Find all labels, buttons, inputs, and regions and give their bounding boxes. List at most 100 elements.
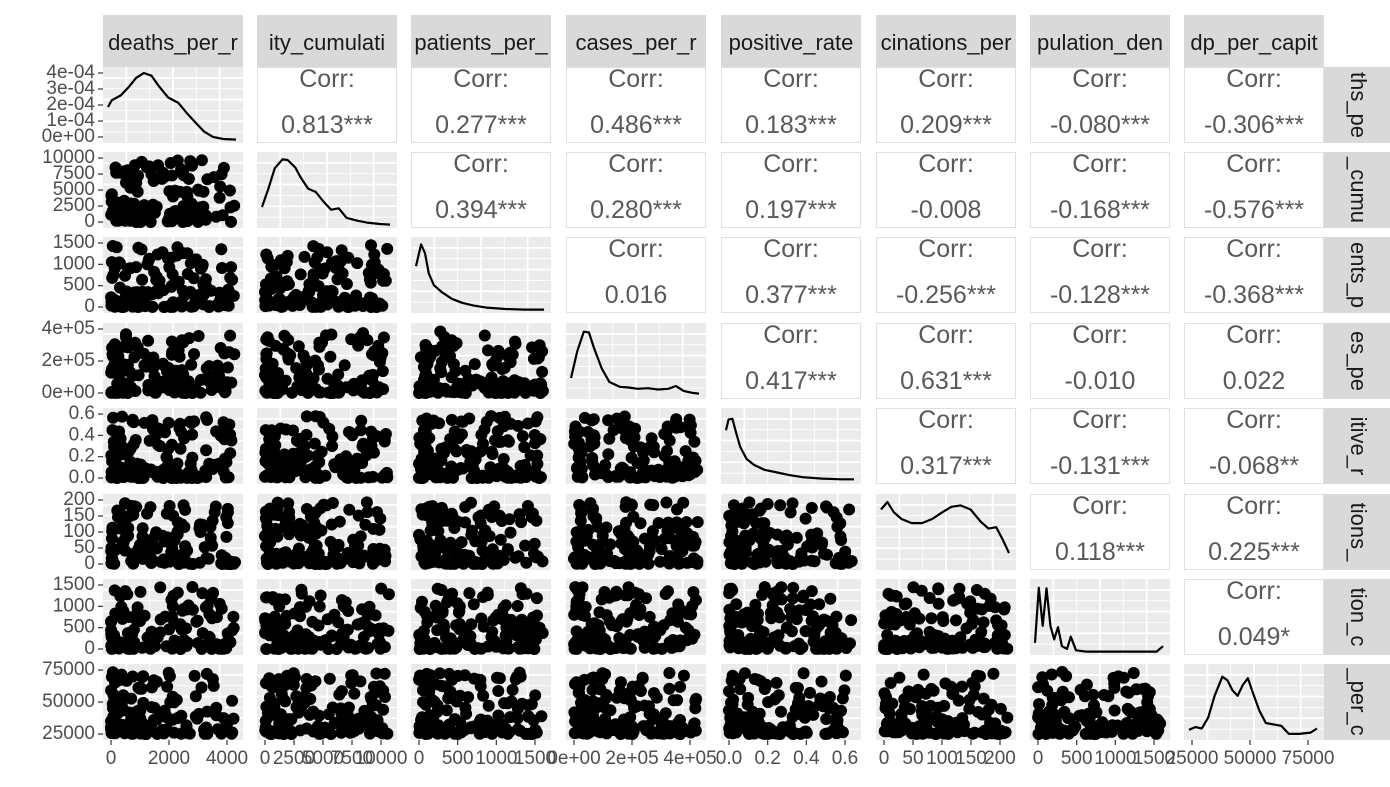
data-point [163,458,176,471]
data-point [689,702,702,715]
data-point [474,673,487,686]
data-point [799,512,812,525]
data-point [1152,724,1165,736]
data-point [1056,666,1069,678]
data-point [956,680,968,693]
data-point [163,500,176,512]
y-axis-4: 4e+05 2e+05 0e+00 [42,318,103,403]
data-point [421,714,434,727]
data-point [171,516,184,529]
x-axis-4: 0e+00 2e+05 4e+05 [547,740,717,769]
data-point [225,261,238,274]
data-point [148,386,161,399]
data-point [308,516,321,529]
y-tick-label: 4e-04 [46,62,95,83]
panel-r1-c8: Corr: -0.306*** [1184,65,1324,143]
data-point [478,329,491,342]
data-point [476,471,489,484]
data-point [991,727,1004,740]
data-point [110,241,123,254]
data-point [362,267,375,279]
data-point [263,556,276,569]
data-point [450,445,463,458]
row-strip-7: tion_c [1324,579,1390,655]
data-point [177,165,190,178]
data-point [124,499,137,512]
correlation-value: 0.317*** [900,452,992,480]
data-point [515,516,528,529]
data-point [147,361,160,374]
data-point [453,386,466,398]
data-point [105,532,118,545]
correlation-value: 0.377*** [745,281,837,309]
data-point [772,689,785,702]
data-point [813,598,826,611]
data-point [726,698,739,711]
data-point [521,500,534,512]
data-point [531,411,544,424]
data-point [128,197,140,210]
data-point [799,725,811,738]
data-point [458,552,471,565]
data-point [214,180,227,193]
data-point [182,213,195,226]
data-point [673,640,686,653]
data-point [183,332,196,345]
scatter-points [1032,666,1167,740]
data-point [1107,671,1120,684]
data-point [587,671,600,684]
data-point [331,273,344,286]
data-point [723,685,735,698]
data-point [261,331,274,344]
data-point [579,601,592,613]
panel-r5-c1 [103,408,243,484]
data-point [751,713,763,726]
data-point [578,705,591,718]
data-point [148,640,161,653]
data-point [522,727,535,740]
panel-r2-c5: Corr: 0.197*** [721,150,861,228]
data-point [180,721,193,734]
data-point [428,552,441,565]
data-point [360,496,373,509]
data-point [436,605,449,618]
data-point [496,549,509,562]
data-point [687,552,700,565]
data-point [217,161,230,174]
y-tick-label: 2e+05 [42,350,95,371]
column-strip-6: cinations_per [876,15,1016,67]
data-point [165,279,178,292]
scatter-points [568,410,704,484]
data-point [797,589,810,602]
data-point [448,642,461,655]
data-point [141,507,154,520]
data-point [942,715,955,728]
data-point [530,551,543,564]
panel-r3-c7: Corr: -0.128*** [1030,235,1170,313]
scatter-points [259,582,395,655]
data-point [496,363,508,375]
data-point [303,378,316,391]
data-point [420,502,433,515]
data-point [201,705,214,718]
data-point [179,622,192,635]
data-point [501,697,514,710]
data-point [324,350,337,363]
data-point [743,496,756,509]
data-point [146,288,159,300]
data-point [273,637,286,650]
data-point [479,524,492,537]
panel-r5-c6: Corr: 0.317*** [876,406,1016,484]
data-point [200,721,213,734]
data-point [210,210,223,223]
data-point [228,199,241,212]
data-point [815,538,828,551]
data-point [824,592,837,605]
data-point [377,703,390,716]
data-point [332,368,345,381]
correlation-value: -0.131*** [1050,452,1150,480]
data-point [770,676,783,689]
data-point [140,161,153,174]
data-point [525,511,538,524]
